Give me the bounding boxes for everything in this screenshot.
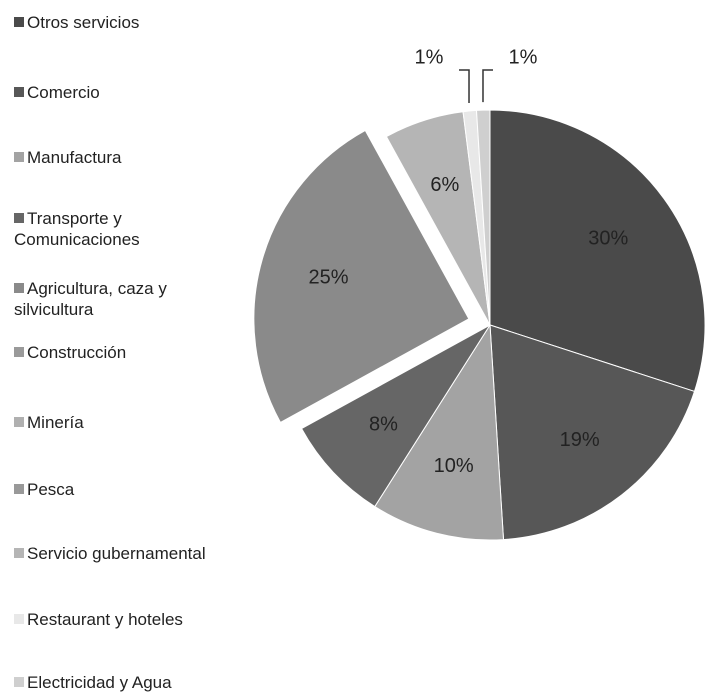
legend-label: Construcción xyxy=(27,343,127,362)
legend-label: Agricultura, caza y silvicultura xyxy=(14,279,167,319)
pie-slice xyxy=(489,109,705,393)
data-label: 6% xyxy=(430,174,459,196)
legend-label: Pesca xyxy=(27,480,75,499)
data-label: 1% xyxy=(415,46,444,68)
legend-label: Transporte y Comunicaciones xyxy=(14,209,140,249)
legend-item: Minería xyxy=(14,412,229,433)
legend-item: Restaurant y hoteles xyxy=(14,609,229,630)
legend-swatch xyxy=(14,283,24,293)
legend-label: Servicio gubernamental xyxy=(27,544,206,563)
legend-item: Pesca xyxy=(14,479,229,500)
legend-swatch xyxy=(14,417,24,427)
data-label: 8% xyxy=(369,413,398,435)
legend-item: Construcción xyxy=(14,342,229,363)
data-label: 1% xyxy=(509,46,538,68)
legend-label: Restaurant y hoteles xyxy=(27,610,183,629)
pie-slice xyxy=(475,109,491,326)
legend-swatch xyxy=(14,87,24,97)
legend-item: Agricultura, caza y silvicultura xyxy=(14,278,229,320)
legend-label: Minería xyxy=(27,413,84,432)
legend-item: Manufactura xyxy=(14,147,229,168)
data-label: 19% xyxy=(560,429,600,451)
legend-swatch xyxy=(14,484,24,494)
legend-item: Electricidad y Agua xyxy=(14,672,229,693)
legend-item: Otros servicios xyxy=(14,12,229,33)
legend-label: Manufactura xyxy=(27,148,122,167)
legend-swatch xyxy=(14,614,24,624)
pie-slice xyxy=(253,129,470,424)
data-label: 25% xyxy=(308,266,348,288)
legend-swatch xyxy=(14,347,24,357)
legend-item: Comercio xyxy=(14,82,229,103)
legend-label: Otros servicios xyxy=(27,13,140,32)
legend-item: Transporte y Comunicaciones xyxy=(14,208,229,250)
legend-label: Electricidad y Agua xyxy=(27,673,172,692)
legend-swatch xyxy=(14,17,24,27)
legend-swatch xyxy=(14,152,24,162)
pie-slice xyxy=(374,323,505,541)
data-label: 30% xyxy=(588,227,628,249)
legend-label: Comercio xyxy=(27,83,100,102)
pie-slice xyxy=(300,324,491,508)
pie-slice xyxy=(489,324,696,541)
data-label: 10% xyxy=(434,455,474,477)
legend-swatch xyxy=(14,677,24,687)
legend-swatch xyxy=(14,213,24,223)
legend-item: Servicio gubernamental xyxy=(14,543,229,564)
legend-swatch xyxy=(14,548,24,558)
leader-line xyxy=(459,69,470,103)
leader-line xyxy=(482,69,493,103)
